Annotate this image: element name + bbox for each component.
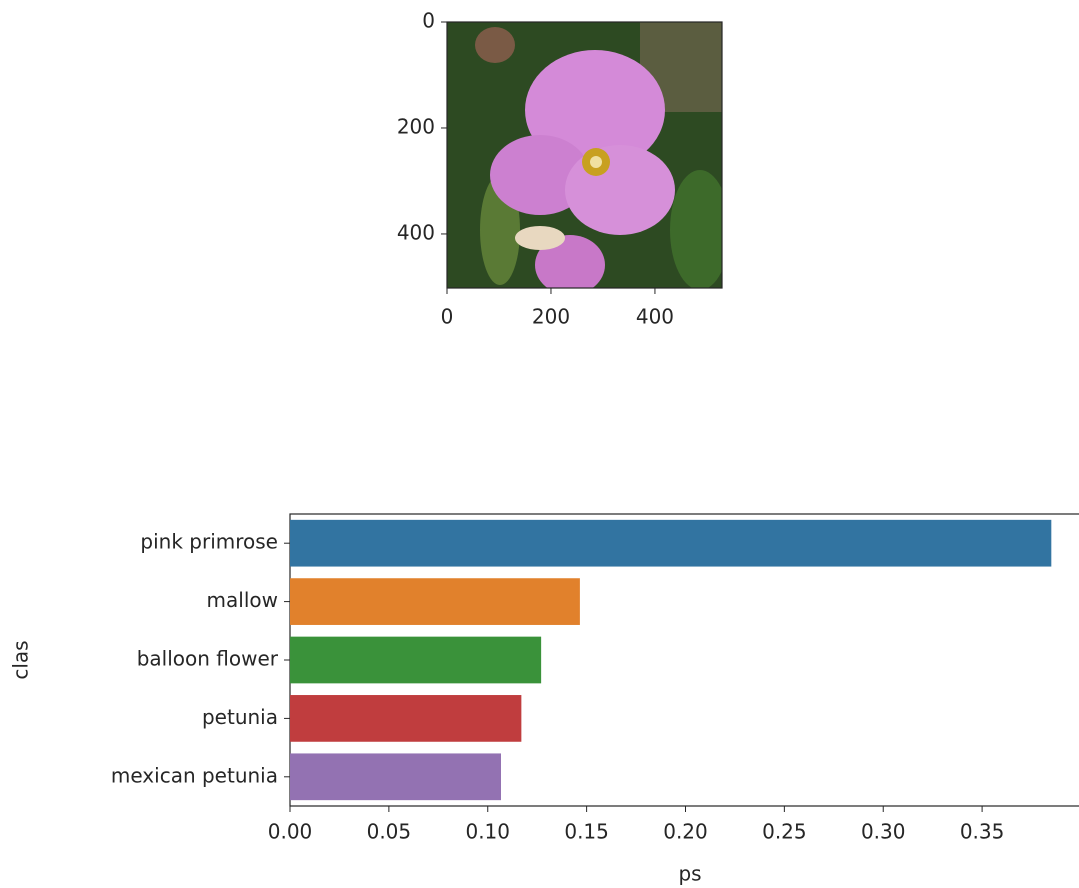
y-tick-label: mexican petunia bbox=[111, 763, 278, 787]
y-tick-label: 200 bbox=[397, 114, 435, 138]
x-tick-label: 0.05 bbox=[367, 820, 412, 844]
bar bbox=[290, 695, 522, 742]
x-tick-label: 0.25 bbox=[762, 820, 807, 844]
image-frame bbox=[446, 21, 723, 289]
x-tick-label: 200 bbox=[532, 305, 570, 329]
x-tick-label: 0.20 bbox=[663, 820, 708, 844]
bar bbox=[290, 753, 501, 801]
bar bbox=[290, 519, 1052, 567]
y-tick-label: pink primrose bbox=[140, 530, 278, 554]
flower-photo bbox=[447, 22, 722, 288]
x-axis-label: ps bbox=[678, 862, 701, 886]
y-tick-label: balloon flower bbox=[137, 647, 279, 671]
x-tick-label: 0.10 bbox=[465, 820, 510, 844]
y-tick-label: mallow bbox=[207, 588, 278, 612]
x-tick-label: 0.15 bbox=[564, 820, 609, 844]
x-tick-label: 400 bbox=[636, 305, 674, 329]
y-tick-label: petunia bbox=[202, 705, 278, 729]
y-axis-label: clas bbox=[9, 640, 33, 679]
bar bbox=[290, 578, 580, 625]
x-tick-label: 0 bbox=[441, 305, 454, 329]
x-tick-label: 0.30 bbox=[861, 820, 906, 844]
bar bbox=[290, 636, 542, 684]
x-tick-label: 0.35 bbox=[960, 820, 1005, 844]
x-tick-label: 0.00 bbox=[268, 820, 313, 844]
y-tick-label: 0 bbox=[422, 9, 435, 33]
y-tick-label: 400 bbox=[397, 220, 435, 244]
